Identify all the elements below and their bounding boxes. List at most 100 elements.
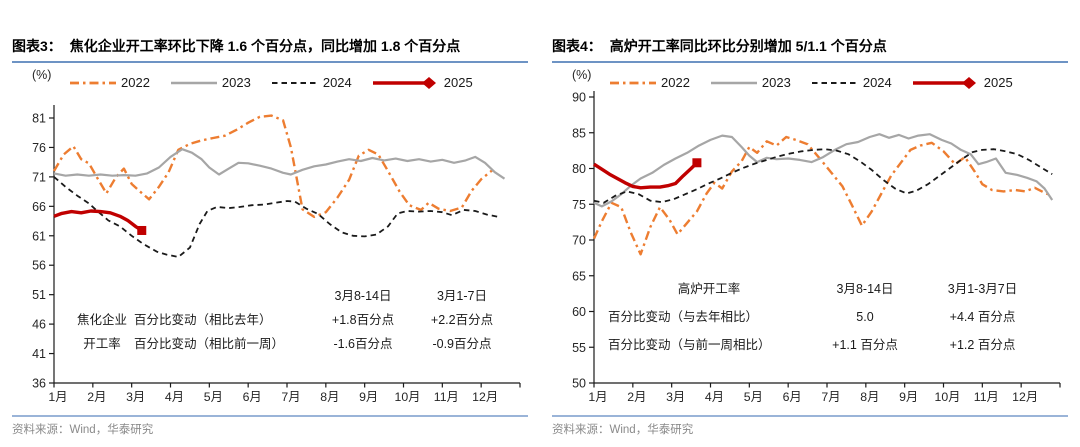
series-2022-line <box>52 114 494 219</box>
x-tick-label: 10月 <box>935 390 961 404</box>
legend-2023-line-sample-icon <box>170 81 217 84</box>
source-note: 资料来源：Wind，华泰研究 <box>552 415 1068 447</box>
figure-4-title-text: 高炉开工率同比环比分别增加 5/1.1 个百分点 <box>609 37 887 54</box>
annotation-table: 高炉开工率 3月8-14日 3月1-3月7日 百分比变动（与去年相比） 5.0 +4.4 … <box>608 275 1045 359</box>
y-tick-label: 81 <box>32 112 46 126</box>
x-tick-label: 7月 <box>821 390 840 404</box>
legend-label-2023: 2023 <box>761 75 791 90</box>
y-tick-label: 36 <box>32 377 46 391</box>
legend-label-2025: 2025 <box>983 75 1013 90</box>
legend-item-2023: 2023 <box>710 75 791 90</box>
annotation-col-header: 3月1-7日 <box>436 289 488 303</box>
annotation-value: +1.8百分点 <box>331 313 395 327</box>
annotation-table: 3月8-14日 3月1-7日 焦化企业 百分比变动（相比去年） +1.8百分点 +2.2百… <box>70 284 512 356</box>
series-2025-latest-marker <box>692 158 702 168</box>
annotation-value: +2.2百分点 <box>430 313 494 327</box>
x-tick-label: 6月 <box>243 390 262 404</box>
panel-figure-4: 图表4： 高炉开工率同比环比分别增加 5/1.1 个百分点 (%) 2022 20… <box>540 0 1080 447</box>
annotation-metric: 百分比变动（与前一周相比） <box>608 338 771 352</box>
legend-item-2022: 2022 <box>610 75 690 90</box>
legend-label-2023: 2023 <box>221 75 251 90</box>
annotation-col-header: 3月1-3月7日 <box>947 282 1018 296</box>
figure-3-title: 图表3： 焦化企业开工率环比下降 1.6 个百分点，同比增加 1.8 个百分点 <box>12 6 528 63</box>
y-tick-label: 71 <box>32 170 46 184</box>
x-tick-label: 9月 <box>899 390 918 404</box>
figure-3-label: 图表3： <box>12 37 62 54</box>
legend-item-2024: 2024 <box>811 75 892 90</box>
y-tick-label: 90 <box>572 91 586 105</box>
source-note: 资料来源：Wind，华泰研究 <box>12 415 528 447</box>
annotation-cell <box>134 284 314 308</box>
legend-label-2024: 2024 <box>322 75 352 90</box>
annotation-value: -1.6百分点 <box>333 337 393 351</box>
y-axis-unit-label: (%) <box>572 68 592 82</box>
y-tick-label: 76 <box>32 141 46 155</box>
x-tick-label: 4月 <box>165 390 184 404</box>
x-tick-label: 1月 <box>588 390 607 404</box>
legend-item-2022: 2022 <box>70 75 150 90</box>
series-2023-line <box>593 133 1054 208</box>
annotation-col-header: 3月8-14日 <box>836 282 894 296</box>
line-chart-canvas: 36 41 46 51 56 61 66 71 76 81 1月 2月 3月 4月 5月 6月 7月 8月 9月 10… <box>32 105 521 404</box>
y-tick-label: 85 <box>572 126 586 140</box>
line-chart-canvas: 50 55 60 65 70 75 80 85 90 1月 2月 3月 4月 5月 6月 7月 8月 9月 10月 1… <box>572 91 1061 404</box>
legend-label-2022: 2022 <box>661 75 690 90</box>
x-tick-label: 7月 <box>281 390 300 404</box>
x-tick-label: 11月 <box>434 390 459 404</box>
legend-2022-line-sample-icon <box>610 81 656 84</box>
coking-change-table: 3月8-14日 3月1-7日 焦化企业 百分比变动（相比去年） +1.8百分点 +2.2百… <box>70 284 512 356</box>
figure-4-title: 图表4： 高炉开工率同比环比分别增加 5/1.1 个百分点 <box>552 6 1068 63</box>
series-2022-line <box>592 135 1053 256</box>
legend-label-2025: 2025 <box>443 75 473 90</box>
x-tick-label: 6月 <box>783 390 802 404</box>
figure-3-title-text: 焦化企业开工率环比下降 1.6 个百分点，同比增加 1.8 个百分点 <box>69 37 461 54</box>
annotation-value: 5.0 <box>856 310 874 324</box>
series-2023-line <box>53 148 506 180</box>
legend-2025-line-sample-icon <box>912 76 976 89</box>
y-tick-label: 51 <box>32 288 46 302</box>
y-axis-unit-label: (%) <box>32 68 52 82</box>
annotation-value: +4.4 百分点 <box>949 310 1016 324</box>
legend-2023-line-sample-icon <box>710 81 757 84</box>
legend-diamond-marker-icon <box>961 76 976 89</box>
y-tick-label: 60 <box>572 305 586 319</box>
legend-2024-line-sample-icon <box>811 81 858 84</box>
y-tick-label: 56 <box>32 259 46 273</box>
annotation-metric: 百分比变动（相比去年） <box>134 313 272 327</box>
x-tick-label: 12月 <box>472 390 498 404</box>
series-2024-line <box>593 148 1053 204</box>
figure-4-label: 图表4： <box>552 37 602 54</box>
y-tick-label: 65 <box>572 269 586 283</box>
legend-item-2023: 2023 <box>170 75 251 90</box>
y-tick-label: 46 <box>32 318 46 332</box>
blast-furnace-operating-rate-chart: (%) 2022 2023 2024 2025 50 55 60 65 70 75 80 85 90 1… <box>552 63 1068 415</box>
annotation-value: +1.1 百分点 <box>832 338 898 352</box>
annotation-row-group: 开工率 <box>83 337 121 351</box>
annotation-col-header: 3月8-14日 <box>334 289 392 303</box>
blast-furnace-change-table: 高炉开工率 3月8-14日 3月1-3月7日 百分比变动（与去年相比） 5.0 +4.4 … <box>608 275 1045 359</box>
x-tick-label: 8月 <box>860 390 879 404</box>
series-2025-line <box>593 161 699 190</box>
annotation-cell <box>70 284 134 308</box>
legend-item-2025: 2025 <box>372 75 473 90</box>
legend-item-2025: 2025 <box>912 75 1013 90</box>
legend-label-2022: 2022 <box>121 75 150 90</box>
legend-diamond-marker-icon <box>421 76 436 89</box>
y-tick-label: 41 <box>32 347 46 361</box>
annotation-metric: 百分比变动（相比前一周） <box>134 337 285 351</box>
x-tick-label: 12月 <box>1012 390 1038 404</box>
series-2024-line <box>53 176 499 258</box>
annotation-value: -0.9百分点 <box>432 337 492 351</box>
annotation-table-title: 高炉开工率 <box>677 282 741 296</box>
panel-figure-3: 图表3： 焦化企业开工率环比下降 1.6 个百分点，同比增加 1.8 个百分点 … <box>12 6 528 447</box>
legend-2022-line-sample-icon <box>70 81 116 84</box>
y-tick-label: 50 <box>572 377 586 391</box>
chart-legend: 2022 2023 2024 2025 <box>610 75 1013 90</box>
x-tick-label: 3月 <box>126 390 145 404</box>
legend-label-2024: 2024 <box>862 75 892 90</box>
x-tick-label: 2月 <box>627 390 646 404</box>
y-tick-label: 75 <box>572 198 586 212</box>
coking-operating-rate-chart: (%) 2022 2023 2024 2025 36 41 46 51 56 61 66 71 76 8… <box>12 63 528 415</box>
